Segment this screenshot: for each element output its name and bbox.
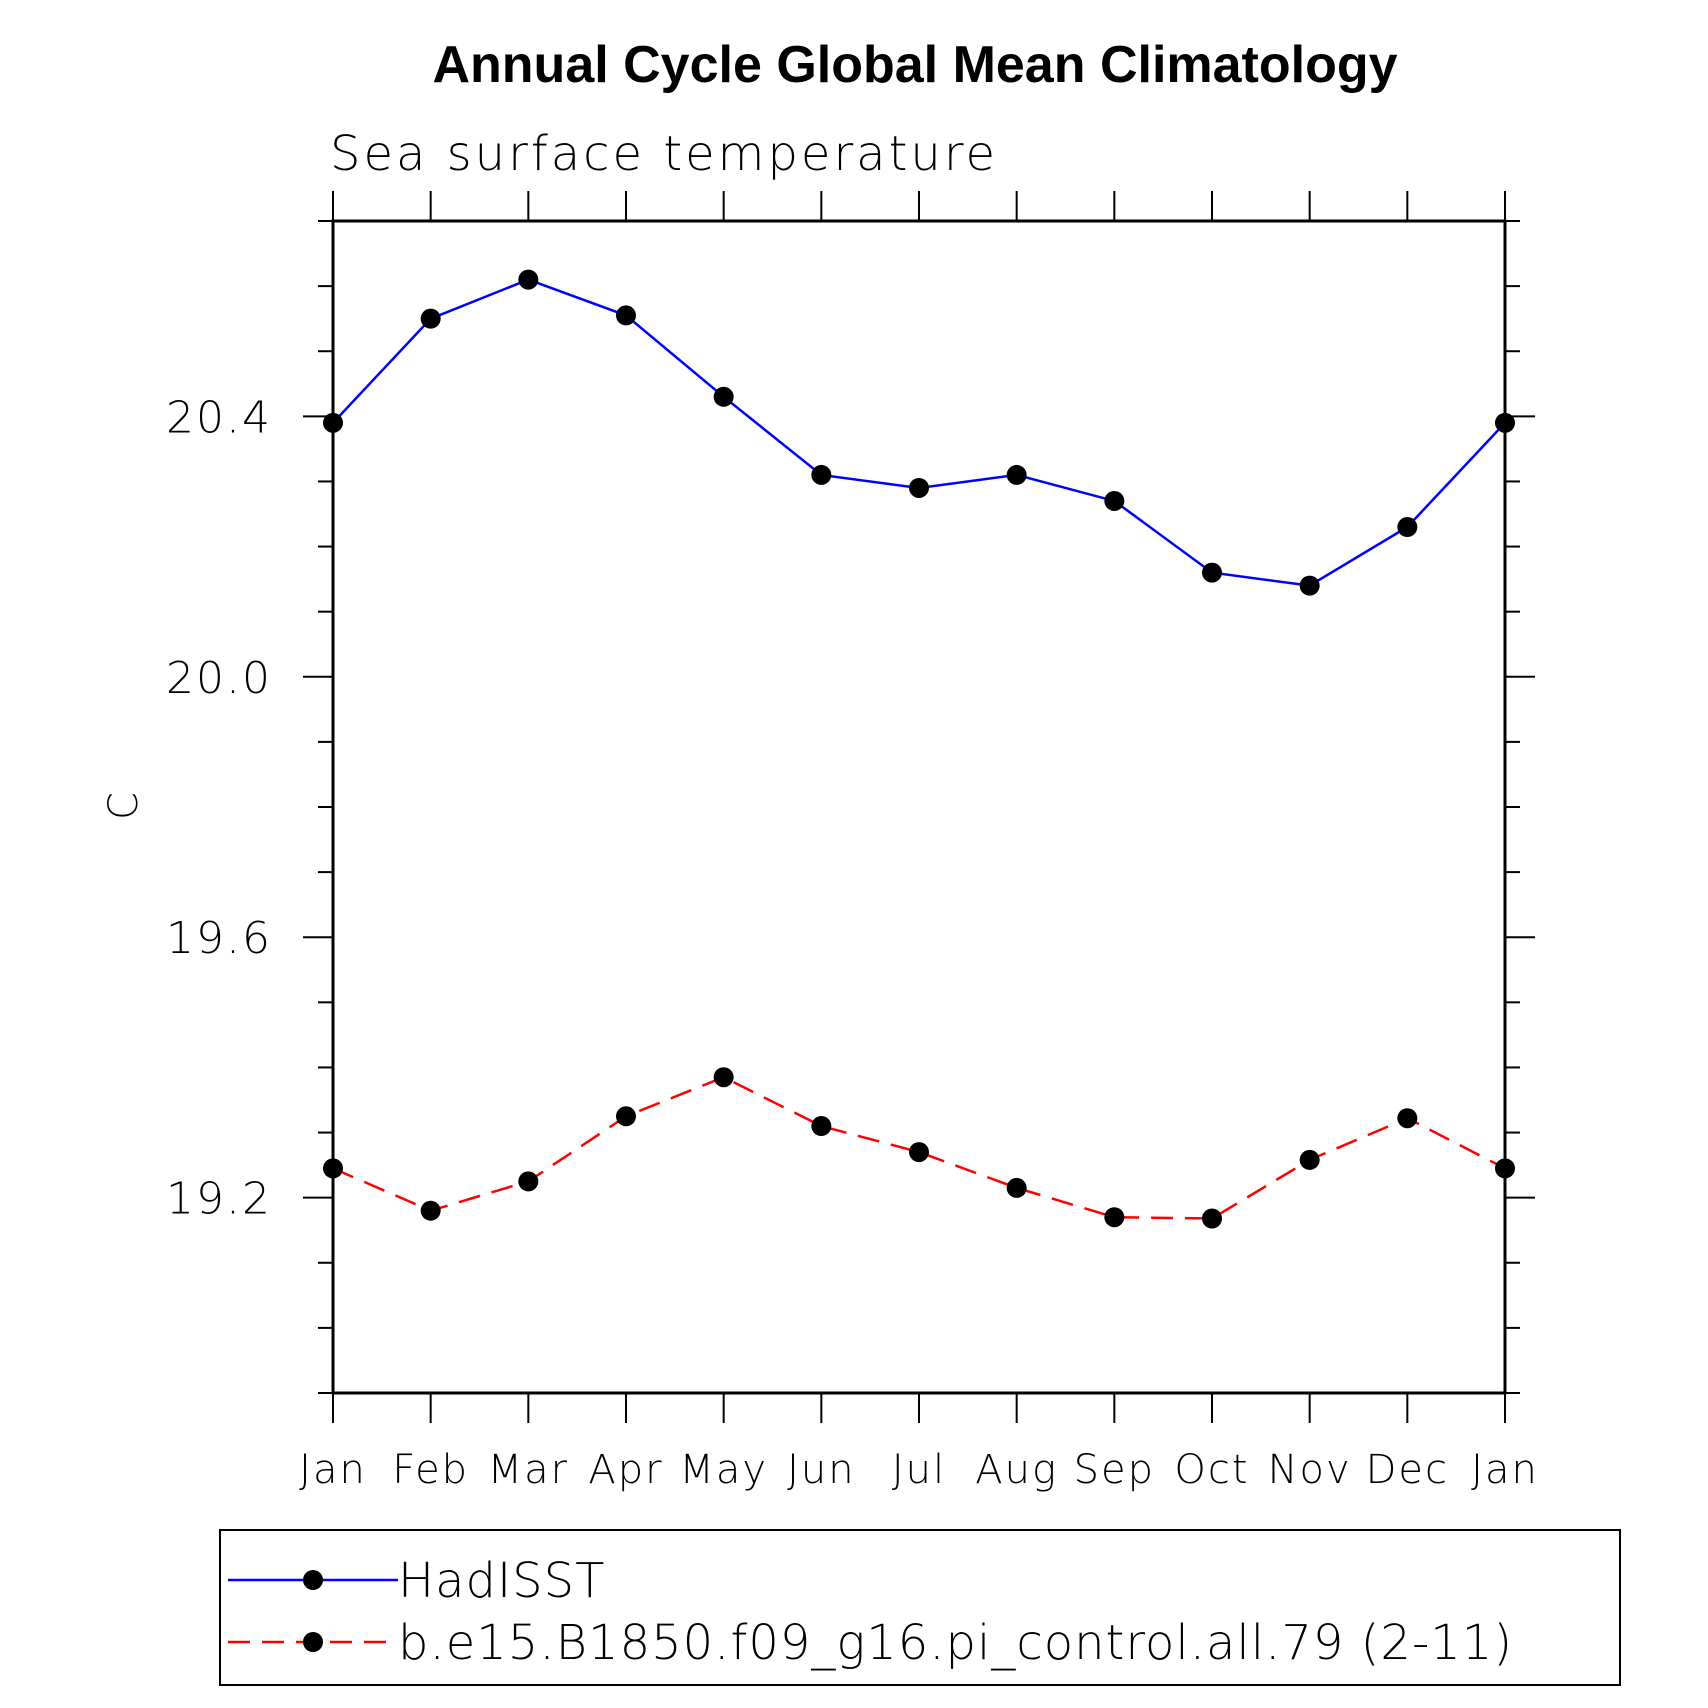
data-point: [909, 1142, 929, 1163]
data-point: [811, 1116, 832, 1137]
data-point: [420, 1200, 441, 1221]
data-point: [420, 308, 441, 329]
y-tick-label: 19.6: [166, 913, 272, 964]
plot-frame: [331, 219, 1507, 1395]
y-tick-label: 19.2: [166, 1174, 272, 1225]
data-point: [1104, 490, 1125, 511]
axis-ticks: [303, 191, 1535, 1423]
x-tick-labels: Jan Feb Mar Apr May Jun Jul Aug Sep Oct Nov Dec Jan: [299, 1447, 1539, 1493]
data-point: [1202, 1208, 1222, 1229]
x-tick-label: Dec: [1366, 1447, 1449, 1493]
y-tick-label: 20.4: [166, 392, 272, 443]
series-line-0: [332, 278, 1506, 587]
y-tick-label: 20.0: [166, 653, 272, 704]
y-tick-labels: 19.2 19.6 20.0 20.4: [166, 392, 272, 1225]
chart-title: Annual Cycle Global Mean Climatology: [432, 36, 1397, 94]
x-tick-label: Nov: [1268, 1447, 1352, 1493]
data-point: [1006, 1177, 1027, 1198]
data-point: [1202, 562, 1222, 583]
data-point: [1299, 1149, 1320, 1170]
legend-marker-1: [303, 1632, 323, 1652]
x-tick-label: Sep: [1074, 1447, 1155, 1493]
data-point: [1006, 464, 1027, 485]
x-tick-label: Jun: [787, 1447, 856, 1493]
x-tick-label: Oct: [1174, 1447, 1249, 1493]
data-point: [518, 269, 539, 290]
legend: HadISST b.e15.B1850.f09_g16.pi_control.al…: [219, 1529, 1621, 1686]
legend-label-1: b.e15.B1850.f09_g16.pi_control.all.79 (2…: [398, 1615, 1513, 1671]
legend-box: [219, 1529, 1621, 1686]
data-point: [1104, 1207, 1125, 1228]
x-tick-label: Jul: [892, 1447, 946, 1493]
data-point: [1397, 1108, 1418, 1129]
x-tick-label: May: [679, 1447, 768, 1493]
x-tick-label: Jan: [299, 1447, 367, 1493]
legend-marker-0: [303, 1570, 323, 1590]
x-tick-label: Feb: [392, 1447, 469, 1493]
legend-label-0: HadISST: [398, 1553, 605, 1609]
x-tick-label: Jan: [1471, 1447, 1539, 1493]
data-point: [518, 1171, 539, 1192]
data-point: [1397, 517, 1418, 538]
y-axis-label: C: [101, 792, 147, 820]
x-tick-label: Aug: [975, 1447, 1058, 1493]
x-tick-label: Apr: [588, 1447, 663, 1493]
legend-items: HadISST b.e15.B1850.f09_g16.pi_control.al…: [228, 1553, 1513, 1671]
x-tick-label: Mar: [488, 1447, 569, 1493]
data-point: [713, 1067, 734, 1088]
chart-subtitle: Sea surface temperature: [330, 126, 998, 182]
data-point: [1299, 575, 1320, 596]
data-point: [616, 1106, 636, 1127]
data-point: [909, 477, 929, 498]
series-layer: [323, 269, 1515, 1229]
data-point: [811, 464, 832, 485]
data-point: [616, 305, 636, 326]
data-point: [713, 386, 734, 407]
